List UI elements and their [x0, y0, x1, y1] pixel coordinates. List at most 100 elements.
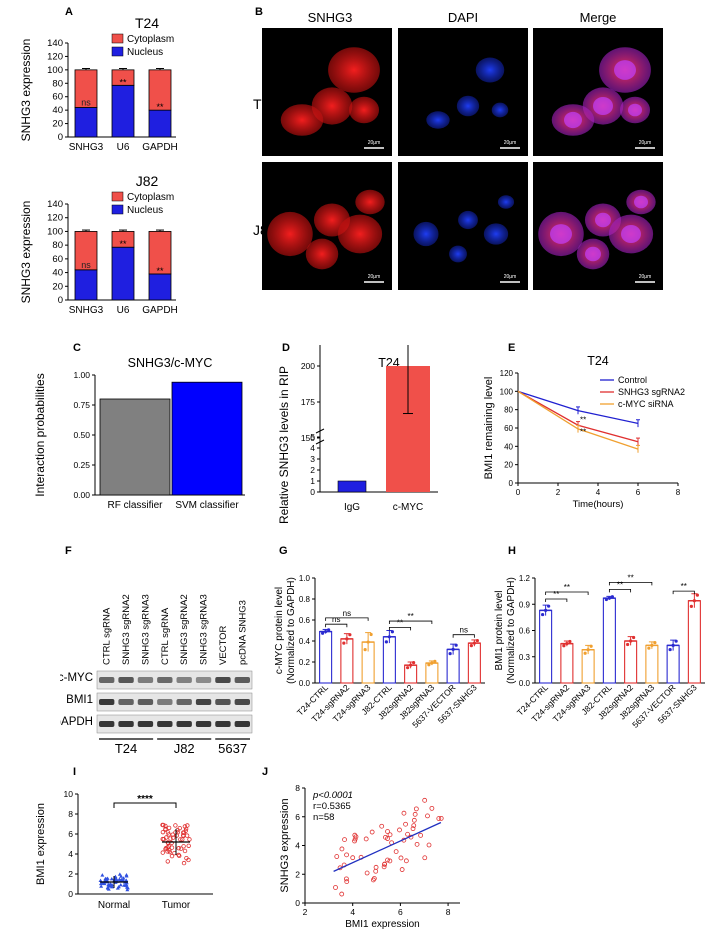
- data-point: [118, 882, 123, 887]
- data-point: [366, 640, 370, 644]
- bar-nucleus: [148, 109, 172, 138]
- x-tick-label: U6: [117, 142, 130, 153]
- x-tick-label: 4: [350, 907, 355, 917]
- data-point: [100, 873, 105, 877]
- panel-label-g: G: [279, 545, 288, 557]
- y-tick-label: 120: [47, 51, 63, 62]
- significance: ****: [137, 794, 153, 805]
- data-point: [339, 891, 345, 897]
- blot-band: [215, 677, 231, 683]
- data-point: [164, 835, 169, 840]
- stat-label: n=58: [313, 812, 334, 823]
- y-tick-label: 0.75: [73, 400, 90, 410]
- data-point: [397, 827, 402, 833]
- y-tick-label: 0.8: [299, 595, 311, 604]
- cell: [328, 47, 380, 93]
- data-point: [650, 643, 654, 647]
- blot-band: [137, 677, 154, 683]
- data-point: [647, 646, 651, 650]
- data-point: [562, 644, 566, 648]
- chart-title: T24: [587, 354, 609, 368]
- sig-bracket: [388, 626, 412, 631]
- data-point: [422, 797, 428, 803]
- data-point: [109, 877, 114, 881]
- data-point: [173, 823, 178, 828]
- data-point: [412, 661, 416, 665]
- chart-e: T24 0 20 40 60 80 100 120 0 2 4 6 8 Time(hours) BMI1 r…: [483, 354, 685, 510]
- data-point: [373, 864, 379, 870]
- lane-label: pcDNA SNHG3: [237, 600, 248, 665]
- data-point: [409, 663, 413, 667]
- bar: [602, 597, 616, 684]
- data-point: [348, 633, 352, 637]
- y-tick-label: 0.3: [519, 653, 531, 662]
- y-tick-label: 100: [500, 387, 514, 396]
- data-point: [410, 826, 416, 832]
- data-point: [125, 887, 130, 892]
- y-tick-label: 80: [52, 240, 63, 251]
- cell: [413, 221, 439, 247]
- y-tick-label: 0.6: [299, 616, 311, 625]
- cell: [491, 102, 509, 118]
- y-tick-label: 0.2: [299, 658, 311, 667]
- data-point: [469, 644, 473, 648]
- y-axis-label: BMI1 expression: [35, 803, 47, 885]
- y-tick-label: 0: [509, 479, 514, 488]
- chart-g: 0.0 0.2 0.4 0.6 0.8 1.0 c-MYC protein level (No…: [274, 574, 485, 730]
- cell: [337, 214, 383, 254]
- data-point: [169, 853, 175, 859]
- y-tick-label: 0.25: [73, 460, 90, 470]
- blot-band: [99, 699, 115, 705]
- significance: **: [119, 77, 127, 87]
- y-tick-label: 2: [310, 465, 315, 475]
- y-tick-label: 1.2: [519, 574, 531, 583]
- data-point: [403, 821, 408, 827]
- data-point: [382, 861, 387, 867]
- data-point: [429, 805, 435, 811]
- bar: [99, 398, 171, 496]
- nucleus: [595, 212, 611, 228]
- lane-label: VECTOR: [218, 625, 229, 665]
- sig-bracket: [608, 588, 632, 593]
- axis-break: [315, 439, 325, 445]
- cell: [483, 223, 509, 245]
- legend-swatch: [111, 33, 124, 44]
- x-tick-label: RF classifier: [107, 500, 163, 511]
- y-tick-label: 0.6: [519, 627, 531, 636]
- data-point: [589, 644, 593, 648]
- y-axis-label: SNHG3 expression: [19, 39, 33, 142]
- data-point: [381, 864, 387, 870]
- data-point: [475, 638, 479, 643]
- data-point: [108, 882, 113, 886]
- y-tick-label: 1.0: [299, 574, 311, 583]
- bar: [581, 649, 595, 684]
- data-point: [671, 643, 675, 647]
- significance: **: [408, 612, 414, 621]
- data-point: [160, 829, 166, 835]
- chart-h: 0.0 0.3 0.6 0.9 1.2 BMI1 protein level (Normal…: [494, 573, 705, 730]
- y-tick-label: 5: [310, 432, 315, 442]
- data-point: [165, 845, 170, 850]
- blot-band: [99, 721, 115, 727]
- data-point: [426, 842, 432, 848]
- nucleus: [621, 225, 641, 243]
- data-point: [184, 855, 189, 861]
- blot-band: [137, 699, 154, 705]
- data-point: [168, 836, 173, 841]
- data-point: [178, 846, 184, 851]
- bar-nucleus: [74, 107, 98, 138]
- significance: **: [580, 427, 586, 436]
- data-point: [182, 824, 188, 829]
- data-point: [387, 635, 391, 639]
- blot-strip: [96, 692, 253, 712]
- data-point: [163, 827, 168, 832]
- y-tick-label: 3: [310, 454, 315, 464]
- data-point: [324, 629, 328, 634]
- legend-label: Control: [618, 375, 647, 385]
- y-tick-label: 0.50: [73, 430, 90, 440]
- nucleus: [634, 195, 648, 209]
- legend-swatch: [111, 46, 124, 57]
- scale-bar-label: 20μm: [639, 140, 652, 146]
- data-point: [390, 630, 394, 634]
